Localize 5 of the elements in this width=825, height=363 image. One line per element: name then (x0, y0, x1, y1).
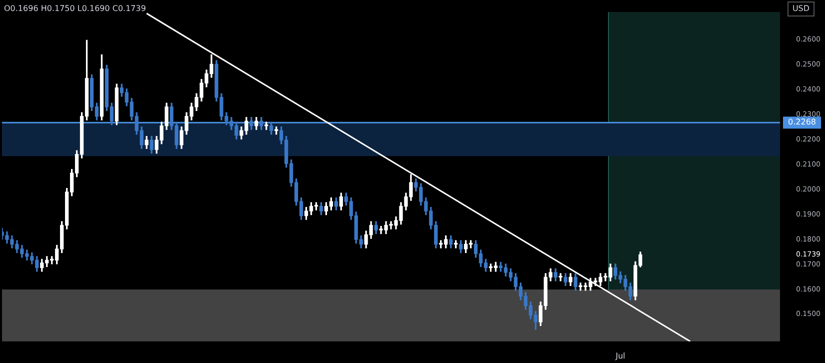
y-axis-title: USD (792, 4, 810, 14)
x-tick-label: Jul (614, 351, 626, 360)
ref-line-label: 0.2268 (788, 118, 816, 127)
annotation: O0.1696 H0.1750 L0.1690 C0.1739 (4, 4, 146, 14)
candlestick (558, 273, 562, 282)
